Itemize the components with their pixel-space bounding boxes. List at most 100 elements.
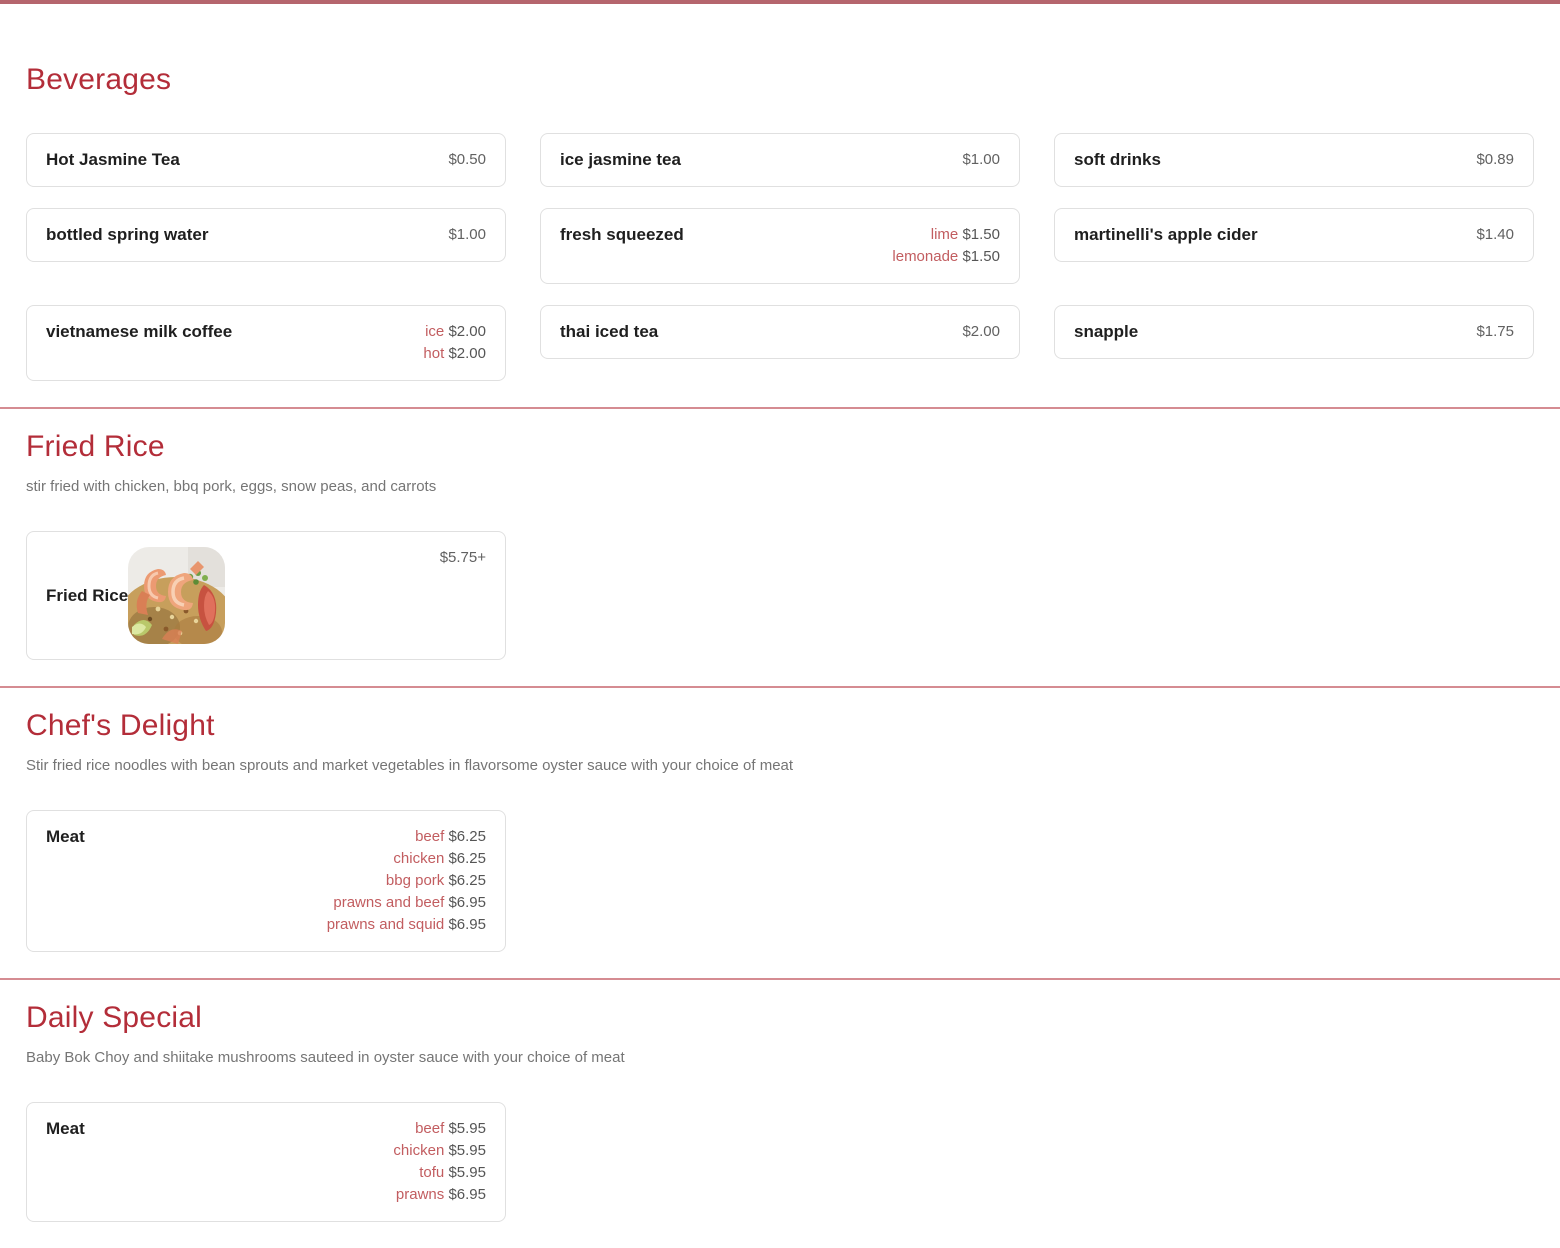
menu-item-card[interactable]: Hot Jasmine Tea $0.50 [26, 133, 506, 187]
section-description: Baby Bok Choy and shiitake mushrooms sau… [26, 1049, 625, 1066]
menu-item-name: soft drinks [1074, 150, 1161, 169]
variant-price-list: beef $5.95 chicken $5.95 tofu $5.95 prawns … [393, 1118, 486, 1206]
variant-label: bbg pork [385, 872, 445, 889]
menu-item-left: martinelli's apple cider [1074, 224, 1258, 246]
section-description: stir fried with chicken, bbq pork, eggs,… [26, 478, 437, 495]
menu-item-price: $5.75+ [439, 549, 486, 566]
section-beverages: Beverages Hot Jasmine Tea $0.50 ice jasmine… [0, 4, 1560, 407]
variant-label: prawns and beef [333, 894, 445, 911]
menu-item-name: fresh squeezed [560, 225, 684, 244]
variant-label: ice [425, 323, 445, 340]
variant-line: prawns $6.95 [396, 1184, 486, 1206]
menu-item-card[interactable]: soft drinks $0.89 [1054, 133, 1534, 187]
variant-price-list: lime $1.50 lemonade $1.50 [892, 224, 1000, 268]
variant-price: $6.95 [448, 916, 486, 933]
variant-line: beef $5.95 [415, 1118, 486, 1140]
menu-item-card[interactable]: ice jasmine tea $1.00 [540, 133, 1020, 187]
menu-item-card[interactable]: thai iced tea $2.00 [540, 305, 1020, 359]
variant-price: $5.95 [448, 1120, 486, 1137]
variant-line: hot $2.00 [423, 343, 486, 365]
variant-line: beef $6.25 [415, 826, 486, 848]
menu-item-left: fresh squeezed [560, 224, 684, 246]
variant-price: $6.25 [448, 828, 486, 845]
menu-item-price: $1.40 [1476, 226, 1514, 243]
menu-item-left: ice jasmine tea [560, 149, 681, 171]
menu-item-left: bottled spring water [46, 224, 208, 246]
menu-item-card[interactable]: martinelli's apple cider $1.40 [1054, 208, 1534, 262]
section-title: Chef's Delight [26, 709, 215, 742]
section-title: Daily Special [26, 1001, 203, 1034]
menu-item-card[interactable]: Fried Rice $5.75+ [26, 531, 506, 660]
menu-item-left: Meat [46, 1118, 85, 1140]
menu-item-price: $1.00 [448, 226, 486, 243]
menu-item-name: Meat [46, 827, 85, 846]
variant-line: tofu $5.95 [419, 1162, 486, 1184]
variant-label: chicken [393, 1142, 445, 1159]
variant-label: prawns [395, 1186, 445, 1203]
section-fried-rice: Fried Rice stir fried with chicken, bbq p… [0, 409, 1560, 686]
variant-line: prawns and squid $6.95 [327, 914, 486, 936]
section-divider [0, 978, 1560, 980]
menu-item-name: vietnamese milk coffee [46, 322, 233, 341]
menu-item-name: Meat [46, 1119, 85, 1138]
menu-card-grid: Fried Rice $5.75+ [26, 531, 1534, 660]
variant-label: beef [415, 828, 445, 845]
section-divider [0, 686, 1560, 688]
variant-line: chicken $6.25 [393, 848, 486, 870]
menu-card-grid: Meat beef $5.95 chicken $5.95 tofu $5.95 pra… [26, 1102, 1534, 1222]
variant-price: $1.50 [962, 226, 1000, 243]
menu-item-card[interactable]: snapple $1.75 [1054, 305, 1534, 359]
variant-line: prawns and beef $6.95 [333, 892, 486, 914]
menu-item-card[interactable]: fresh squeezed lime $1.50 lemonade $1.50 [540, 208, 1020, 284]
variant-label: beef [415, 1120, 445, 1137]
variant-label: lemonade [892, 248, 959, 265]
menu-item-name: martinelli's apple cider [1074, 225, 1258, 244]
section-title: Beverages [26, 63, 172, 96]
section-divider [0, 407, 1560, 409]
variant-price: $5.95 [448, 1142, 486, 1159]
variant-line: lemonade $1.50 [892, 246, 1000, 268]
variant-line: ice $2.00 [425, 321, 486, 343]
menu-item-left: soft drinks [1074, 149, 1161, 171]
variant-label: lime [930, 226, 959, 243]
menu-item-name: snapple [1074, 322, 1139, 341]
menu-item-card[interactable]: Meat beef $6.25 chicken $6.25 bbg pork $6.2… [26, 810, 506, 952]
menu-item-price: $0.50 [448, 151, 486, 168]
variant-price: $6.25 [448, 850, 486, 867]
menu-item-left: vietnamese milk coffee [46, 321, 232, 343]
menu-item-card[interactable]: bottled spring water $1.00 [26, 208, 506, 262]
menu-item-name: Fried Rice [46, 585, 129, 605]
menu-item-price: $0.89 [1476, 151, 1514, 168]
menu-item-left: Fried Rice [46, 547, 226, 644]
menu-item-card[interactable]: vietnamese milk coffee ice $2.00 hot $2.00 [26, 305, 506, 381]
variant-label: tofu [419, 1164, 445, 1181]
variant-price-list: beef $6.25 chicken $6.25 bbg pork $6.25 pra… [327, 826, 486, 936]
menu-root: Beverages Hot Jasmine Tea $0.50 ice jasmine… [0, 4, 1560, 1248]
section-description: Stir fried rice noodles with bean sprout… [26, 757, 794, 774]
menu-item-left: thai iced tea [560, 321, 658, 343]
menu-item-left: snapple [1074, 321, 1138, 343]
variant-label: prawns and squid [326, 916, 445, 933]
variant-label: hot [423, 345, 445, 362]
menu-item-price: $1.00 [962, 151, 1000, 168]
menu-item-name: Hot Jasmine Tea [46, 150, 180, 169]
variant-price: $2.00 [448, 323, 486, 340]
menu-item-left: Meat [46, 826, 85, 848]
menu-item-price: $1.75 [1476, 323, 1514, 340]
menu-card-grid: Meat beef $6.25 chicken $6.25 bbg pork $6.2… [26, 810, 1534, 952]
variant-price: $6.95 [448, 894, 486, 911]
menu-item-card[interactable]: Meat beef $5.95 chicken $5.95 tofu $5.95 pra… [26, 1102, 506, 1222]
variant-label: chicken [393, 850, 445, 867]
menu-item-left: Hot Jasmine Tea [46, 149, 180, 171]
section-chefs-delight: Chef's Delight Stir fried rice noodles wi… [0, 688, 1560, 978]
variant-price: $6.95 [448, 1186, 486, 1203]
top-accent-bar [0, 0, 1560, 4]
fried-rice-photo [128, 547, 226, 644]
variant-price: $1.50 [962, 248, 1000, 265]
menu-item-name: bottled spring water [46, 225, 209, 244]
variant-price: $2.00 [448, 345, 486, 362]
variant-price-list: ice $2.00 hot $2.00 [423, 321, 486, 365]
variant-line: bbg pork $6.25 [386, 870, 486, 892]
menu-card-grid: Hot Jasmine Tea $0.50 ice jasmine tea $1.00… [26, 133, 1534, 381]
